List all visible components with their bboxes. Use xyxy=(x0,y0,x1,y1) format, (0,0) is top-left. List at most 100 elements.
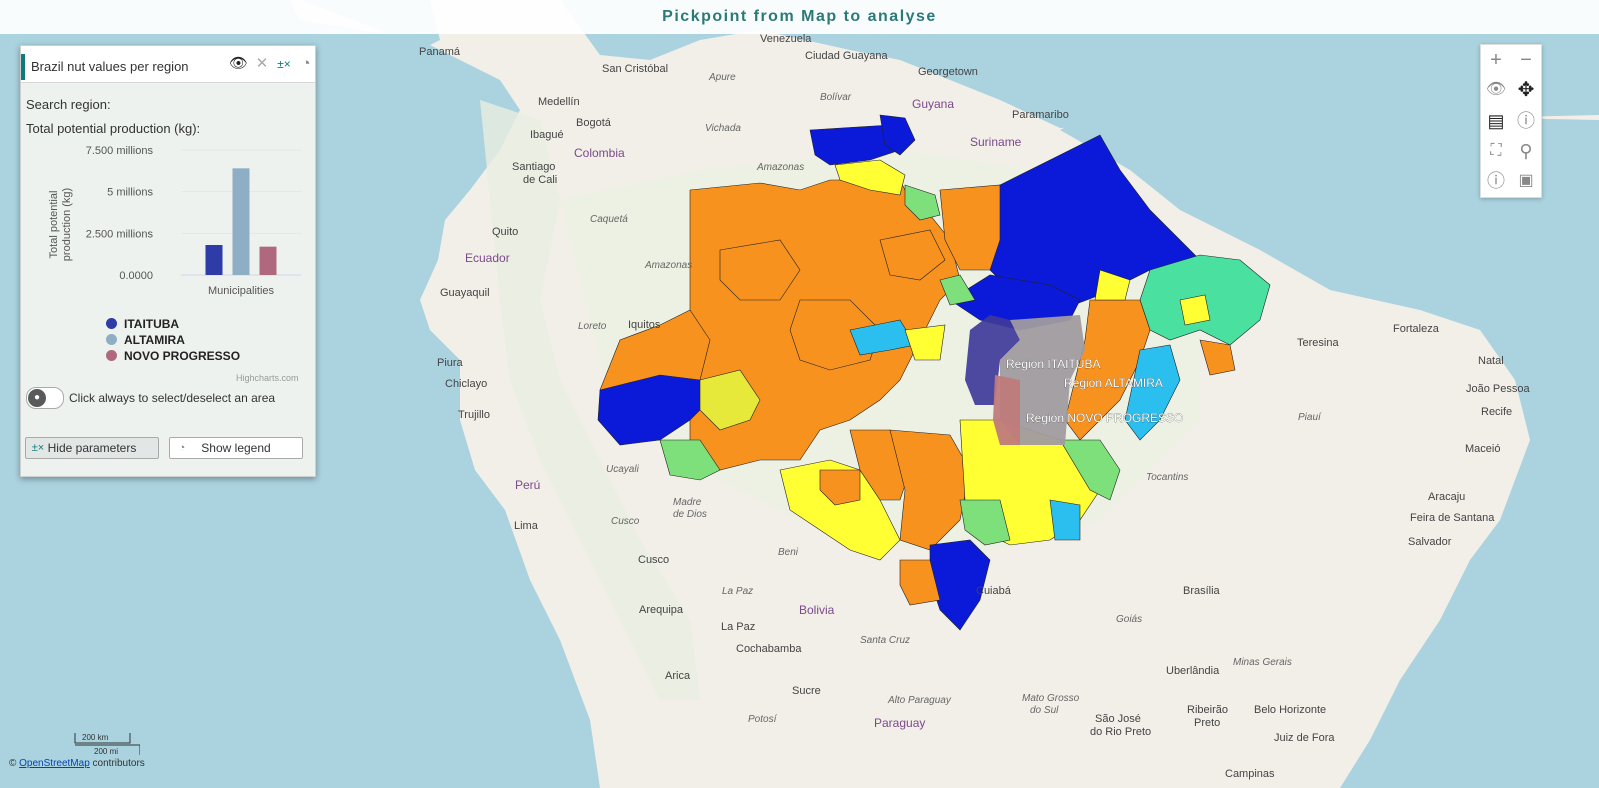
pin-icon: ● xyxy=(28,389,46,407)
chart-bar-novo-progresso xyxy=(259,246,277,275)
svg-text:Perú: Perú xyxy=(515,478,540,492)
select-toggle[interactable]: ● xyxy=(26,387,64,409)
svg-text:Aracaju: Aracaju xyxy=(1428,491,1465,503)
map-toolbar: + − 👁 ✥ ▤ ⓘ ⛶ ⚲ ⓘ ▣ xyxy=(1480,44,1542,198)
chart-y-tick-label: 7.500 millions xyxy=(86,145,154,157)
legend-dot xyxy=(106,350,117,361)
svg-text:Panamá: Panamá xyxy=(419,46,461,58)
svg-text:Alto Paraguay: Alto Paraguay xyxy=(887,695,952,706)
fullscreen-icon[interactable]: ⛶ xyxy=(1490,142,1502,159)
svg-text:Sucre: Sucre xyxy=(792,685,821,697)
svg-text:Paraguay: Paraguay xyxy=(874,716,925,730)
svg-text:Trujillo: Trujillo xyxy=(458,409,490,421)
search-icon[interactable]: ⚲ xyxy=(1519,141,1533,161)
hide-parameters-button[interactable]: ±× Hide parameters xyxy=(25,437,159,459)
scale-mi: 200 mi xyxy=(94,747,119,756)
svg-text:Cochabamba: Cochabamba xyxy=(736,643,802,655)
svg-text:Madre: Madre xyxy=(673,497,702,508)
svg-text:Ibagué: Ibagué xyxy=(530,129,564,141)
svg-text:Natal: Natal xyxy=(1478,355,1504,367)
svg-text:Brasília: Brasília xyxy=(1183,585,1221,597)
ocean-atlantic xyxy=(1060,110,1599,788)
svg-text:Beni: Beni xyxy=(778,547,799,558)
region-altamira xyxy=(1000,315,1085,445)
legend-item-altamira[interactable]: ALTAMIRA xyxy=(106,333,185,347)
svg-text:Santiago: Santiago xyxy=(512,161,555,173)
svg-text:Ucayali: Ucayali xyxy=(606,464,640,475)
info-icon[interactable]: ⓘ xyxy=(1487,171,1505,191)
legend-item-novo-progresso[interactable]: NOVO PROGRESSO xyxy=(106,349,240,363)
svg-text:Piura: Piura xyxy=(437,357,464,369)
analysis-panel: Brazil nut values per region 👁 ✕ ±× ◔ Se… xyxy=(20,45,316,477)
svg-text:La Paz: La Paz xyxy=(721,621,755,633)
svg-text:Mato Grosso: Mato Grosso xyxy=(1022,693,1080,704)
svg-text:Preto: Preto xyxy=(1194,717,1220,729)
svg-text:Paramaribo: Paramaribo xyxy=(1012,109,1069,121)
svg-text:Bolivia: Bolivia xyxy=(799,603,835,617)
toggle-label: Click always to select/deselect an area xyxy=(69,391,276,405)
svg-text:Belo Horizonte: Belo Horizonte xyxy=(1254,704,1326,716)
svg-text:Feira de Santana: Feira de Santana xyxy=(1410,512,1495,524)
svg-text:Piauí: Piauí xyxy=(1298,412,1322,423)
svg-text:Tocantins: Tocantins xyxy=(1146,472,1188,483)
svg-text:de Dios: de Dios xyxy=(673,509,707,520)
attribution-prefix: © xyxy=(9,758,17,769)
svg-text:Juiz de Fora: Juiz de Fora xyxy=(1274,732,1335,744)
svg-text:Recife: Recife xyxy=(1481,406,1512,418)
eye-icon[interactable]: 👁 xyxy=(229,55,249,72)
svg-text:Fortaleza: Fortaleza xyxy=(1393,323,1440,335)
svg-text:Guyana: Guyana xyxy=(912,97,954,111)
svg-text:Iquitos: Iquitos xyxy=(628,319,661,331)
svg-text:Cusco: Cusco xyxy=(638,554,669,566)
eye-icon[interactable]: 👁 xyxy=(1485,81,1507,98)
svg-text:Teresina: Teresina xyxy=(1297,337,1339,349)
svg-text:de Cali: de Cali xyxy=(523,174,557,186)
legend-item-itaituba[interactable]: ITAITUBA xyxy=(106,317,179,331)
chart-credit[interactable]: Highcharts.com xyxy=(236,373,299,383)
chart-bar-itaituba xyxy=(205,245,223,275)
production-label: Total potential production (kg): xyxy=(26,121,201,136)
search-region-label: Search region: xyxy=(26,97,111,112)
list-icon[interactable]: ▤ xyxy=(1487,111,1505,131)
minus-icon[interactable]: − xyxy=(1520,49,1532,71)
app-title: Pickpoint from Map to analyse xyxy=(662,8,937,25)
plus-icon[interactable]: + xyxy=(1490,49,1502,71)
scale-km: 200 km xyxy=(82,733,109,742)
selected-regions xyxy=(965,315,1085,445)
legend-label: ITAITUBA xyxy=(124,317,180,331)
production-chart: 0.0000 2.500 millions 5 millions 7.500 mill… xyxy=(48,145,301,297)
svg-text:Caquetá: Caquetá xyxy=(590,214,628,225)
chart-y-tick-label: 2.500 millions xyxy=(86,228,154,240)
svg-text:Campinas: Campinas xyxy=(1225,768,1275,780)
chart-bar-altamira xyxy=(232,168,250,275)
svg-text:Bolívar: Bolívar xyxy=(820,92,852,103)
svg-text:Loreto: Loreto xyxy=(578,321,607,332)
panel-accent xyxy=(21,54,25,80)
svg-text:Colombia: Colombia xyxy=(574,146,625,160)
legend-icon[interactable]: ◔ xyxy=(301,55,311,72)
move-icon[interactable]: ✥ xyxy=(1517,79,1535,101)
svg-text:Georgetown: Georgetown xyxy=(918,66,978,78)
parameters-icon[interactable]: ±× xyxy=(277,57,291,71)
attribution-suffix: contributors xyxy=(92,758,145,769)
svg-text:Cuiabá: Cuiabá xyxy=(976,585,1012,597)
help-icon[interactable]: ⓘ xyxy=(1517,111,1535,131)
map-label-region-altamira: Region ALTAMIRA xyxy=(1064,376,1163,390)
svg-text:Potosí: Potosí xyxy=(748,714,778,725)
svg-text:Chiclayo: Chiclayo xyxy=(445,378,487,390)
app-title-bar: Pickpoint from Map to analyse xyxy=(0,0,1599,34)
show-legend-button[interactable]: ◔ Show legend xyxy=(169,437,303,459)
osm-link[interactable]: OpenStreetMap xyxy=(19,758,90,769)
svg-text:Suriname: Suriname xyxy=(970,135,1022,149)
svg-text:Bogotá: Bogotá xyxy=(576,117,612,129)
zoom-area-icon[interactable]: ▣ xyxy=(1518,172,1534,189)
panel-title: Brazil nut values per region xyxy=(31,59,189,74)
legend-dot xyxy=(106,334,117,345)
svg-text:Apure: Apure xyxy=(708,72,736,83)
svg-text:Maceió: Maceió xyxy=(1465,443,1500,455)
region-itaituba xyxy=(965,315,1020,405)
svg-text:Arica: Arica xyxy=(665,670,691,682)
close-icon[interactable]: ✕ xyxy=(255,55,269,72)
legend-label: NOVO PROGRESSO xyxy=(124,349,241,363)
